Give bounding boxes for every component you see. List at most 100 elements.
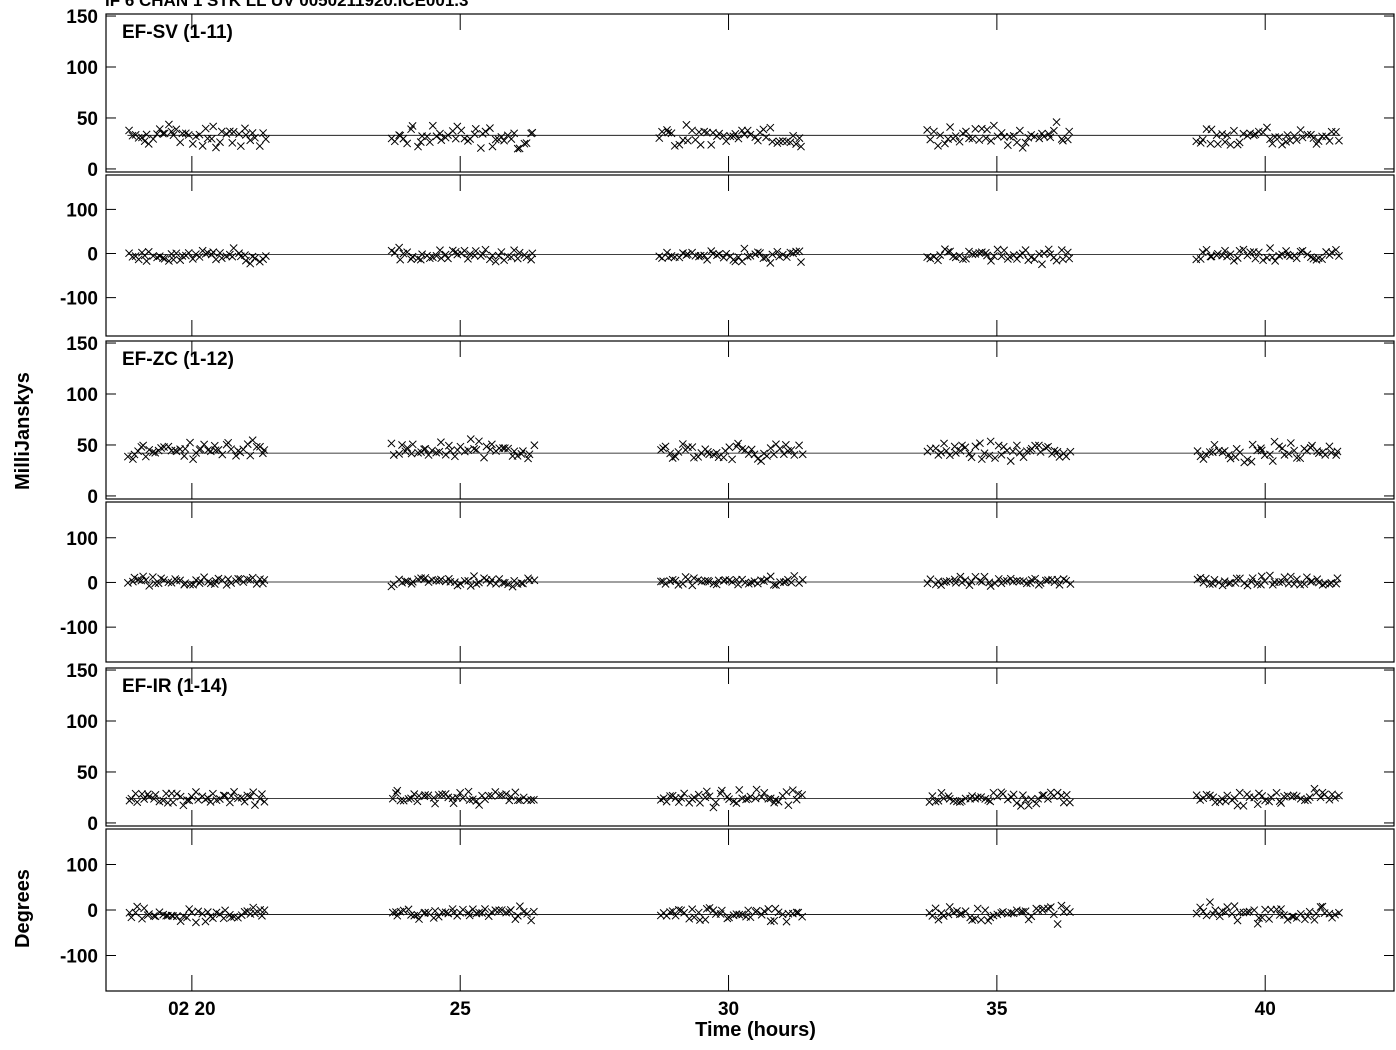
amplitude-point xyxy=(239,445,248,454)
amplitude-point xyxy=(203,793,212,802)
phase-point xyxy=(191,250,200,259)
phase-point xyxy=(1052,256,1061,265)
amplitude-point xyxy=(500,136,509,145)
phase-point xyxy=(1268,253,1277,262)
phase-point xyxy=(195,253,204,261)
phase-point xyxy=(750,577,759,586)
phase-point xyxy=(1280,911,1288,920)
phase-point xyxy=(1332,579,1341,588)
amplitude-point xyxy=(185,796,194,805)
phase-point xyxy=(959,255,967,264)
phase-point xyxy=(764,905,773,913)
amplitude-point xyxy=(1210,440,1219,449)
phase-point xyxy=(425,254,434,263)
phase-point xyxy=(436,246,444,255)
amplitude-point xyxy=(1223,131,1232,140)
amplitude-point xyxy=(991,454,999,462)
y-axis-label-millijanskys: MilliJanskys xyxy=(12,372,34,490)
phase-point xyxy=(528,249,537,258)
amplitude-point xyxy=(513,144,522,153)
phase-point xyxy=(782,917,791,926)
phase-point xyxy=(782,253,791,262)
phase-point xyxy=(973,904,982,913)
phase-point xyxy=(158,254,167,263)
phase-point xyxy=(1286,572,1295,581)
amplitude-point xyxy=(1268,139,1277,148)
phase-point xyxy=(772,581,780,589)
amplitude-point xyxy=(1259,128,1268,137)
phase-point xyxy=(1296,909,1305,918)
phase-point xyxy=(1314,578,1323,587)
amplitude-point xyxy=(1253,800,1262,809)
amplitude-point xyxy=(923,125,932,134)
amplitude-point xyxy=(1192,791,1201,800)
amplitude-point xyxy=(232,451,240,460)
amplitude-point xyxy=(1235,788,1244,797)
phase-point xyxy=(1312,909,1321,918)
amplitude-point xyxy=(248,436,257,445)
amplitude-point xyxy=(1239,129,1248,138)
amplitude-point xyxy=(191,787,200,796)
amplitude-point xyxy=(485,124,494,133)
amplitude-point xyxy=(1221,138,1229,146)
phase-point xyxy=(507,253,516,262)
amplitude-point xyxy=(973,793,982,802)
amplitude-point xyxy=(768,137,777,146)
amplitude-point xyxy=(151,790,160,799)
amplitude-point xyxy=(977,455,986,464)
amplitude-point xyxy=(950,442,959,451)
phase-point xyxy=(702,904,711,913)
baseline-title: EF-ZC (1-12) xyxy=(122,349,234,370)
phase-point xyxy=(408,577,417,586)
amplitude-point xyxy=(766,123,775,132)
phase-point xyxy=(1257,572,1266,581)
amplitude-point xyxy=(250,801,259,810)
amplitude-point xyxy=(436,129,444,138)
phase-point xyxy=(717,906,726,915)
phase-point xyxy=(513,911,522,920)
amplitude-point xyxy=(504,444,513,453)
phase-point xyxy=(481,245,490,254)
phase-point xyxy=(779,578,788,587)
phase-point xyxy=(515,248,524,257)
amplitude-point xyxy=(965,134,973,143)
amplitude-point xyxy=(128,131,137,140)
phase-point xyxy=(1209,910,1218,918)
phase-point xyxy=(766,917,775,926)
amplitude-point xyxy=(256,442,264,451)
amplitude-point xyxy=(1065,798,1074,807)
phase-point xyxy=(975,249,984,257)
phase-point xyxy=(1228,909,1237,918)
amplitude-point xyxy=(428,121,437,130)
phase-point xyxy=(184,249,193,257)
phase-point xyxy=(977,915,986,924)
phase-point xyxy=(1224,579,1233,588)
phase-point xyxy=(790,571,799,580)
phase-point xyxy=(164,256,173,265)
y-tick-label: -100 xyxy=(60,618,98,639)
phase-point xyxy=(189,580,198,589)
amplitude-point xyxy=(1306,130,1315,139)
phase-point xyxy=(145,910,153,919)
phase-point xyxy=(694,908,703,917)
amplitude-point xyxy=(1306,443,1315,452)
amplitude-point xyxy=(778,137,787,146)
amplitude-point xyxy=(798,450,807,459)
amplitude-point xyxy=(775,137,784,146)
y-tick-label: 0 xyxy=(87,160,98,181)
phase-point xyxy=(159,910,168,919)
phase-point xyxy=(246,259,255,268)
phase-point xyxy=(989,252,998,261)
phase-point xyxy=(675,253,684,262)
amplitude-point xyxy=(762,452,771,460)
phase-point xyxy=(1036,579,1045,588)
phase-point xyxy=(131,908,140,917)
phase-point xyxy=(485,255,494,264)
amplitude-point xyxy=(256,794,265,803)
amplitude-point xyxy=(1296,454,1305,463)
phase-point xyxy=(403,248,412,257)
amplitude-point xyxy=(703,128,712,137)
phase-point xyxy=(1298,246,1307,255)
phase-point xyxy=(480,574,488,583)
phase-point xyxy=(172,249,181,258)
